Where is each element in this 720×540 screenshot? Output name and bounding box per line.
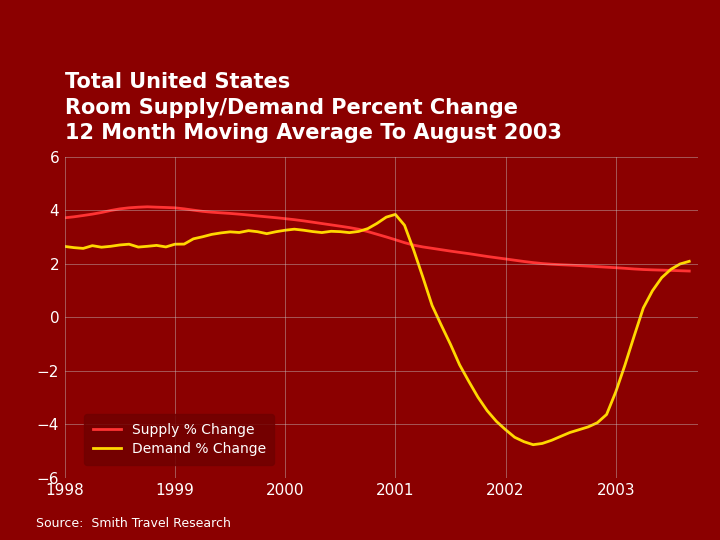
Text: Total United States
Room Supply/Demand Percent Change
12 Month Moving Average To: Total United States Room Supply/Demand P… <box>65 72 562 143</box>
Legend: Supply % Change, Demand % Change: Supply % Change, Demand % Change <box>84 414 274 464</box>
Text: Source:  Smith Travel Research: Source: Smith Travel Research <box>36 517 231 530</box>
